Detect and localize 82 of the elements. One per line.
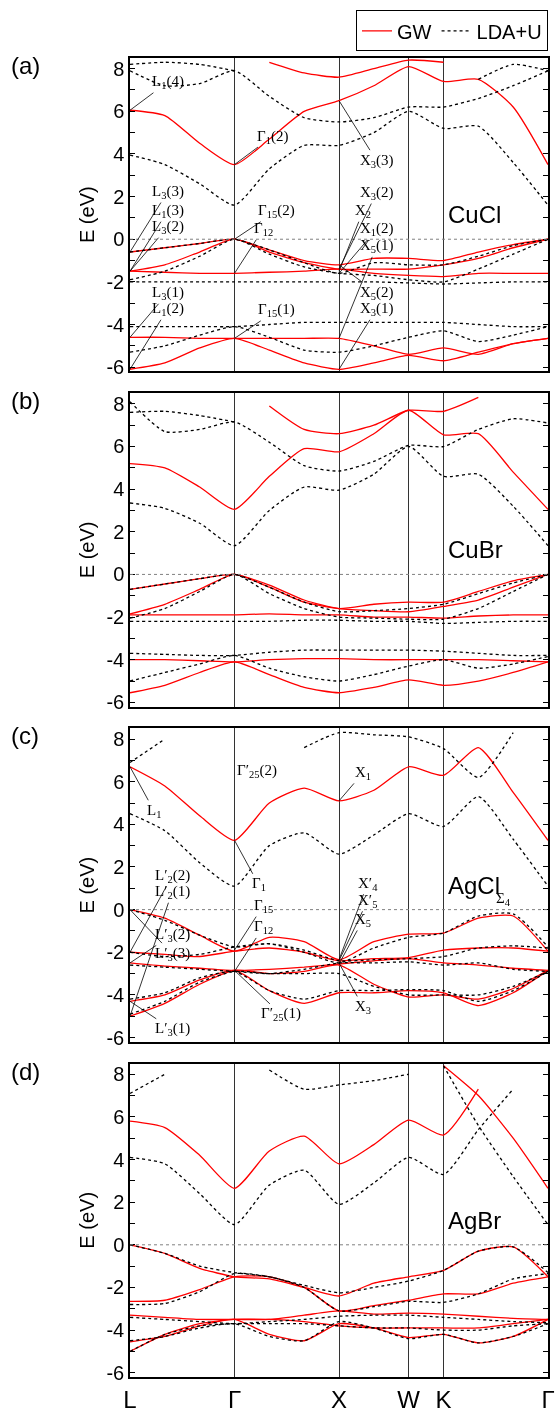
y-tick-label: -6 xyxy=(106,356,125,379)
annotation: Γ′$_{25}$(2) xyxy=(237,762,277,781)
y-tick-label: -2 xyxy=(106,270,125,293)
annotation: CuBr xyxy=(448,536,503,563)
y-tick-label: 8 xyxy=(113,728,125,751)
legend-label: LDA+U xyxy=(476,20,542,43)
y-tick-label: 0 xyxy=(113,898,125,921)
x-tick-label: K xyxy=(435,1385,452,1413)
annotation: Γ$_{15}$(1) xyxy=(258,301,295,320)
y-tick-label: 2 xyxy=(113,1191,125,1214)
annotation: L′$_{2}$(2) xyxy=(155,867,191,886)
y-tick-label: 8 xyxy=(113,392,125,415)
y-tick-label: 6 xyxy=(113,770,125,793)
annotation: L$_{1}$(2) xyxy=(152,300,184,319)
chart-title: (d) xyxy=(11,1058,41,1085)
annotation: Γ$_{15}$(2) xyxy=(258,202,295,221)
chart-title: (c) xyxy=(11,722,39,749)
annotation: Γ$_{1}$ xyxy=(252,875,266,894)
y-axis-title: E (eV) xyxy=(76,856,99,914)
annotation: Γ$_{1}$(2) xyxy=(257,128,289,147)
y-tick-label: 2 xyxy=(113,185,125,208)
annotation: Γ$_{12}$ xyxy=(254,220,274,239)
y-axis-title: E (eV) xyxy=(76,1191,99,1249)
annotation: X$_{3}$(3) xyxy=(360,152,394,171)
y-tick-label: 4 xyxy=(113,142,125,165)
annotation: L′$_{2}$(1) xyxy=(155,883,191,902)
y-tick-label: 8 xyxy=(113,1063,125,1086)
chart-title: (b) xyxy=(11,387,41,414)
y-tick-label: -4 xyxy=(106,313,125,336)
x-tick-label: Γ xyxy=(541,1385,555,1413)
annotation: L$_{3}$(1) xyxy=(152,284,184,303)
y-tick-label: 6 xyxy=(113,435,125,458)
annotation: AgBr xyxy=(448,1207,502,1234)
chart-title: (a) xyxy=(11,52,41,79)
annotation: CuCl xyxy=(448,201,502,228)
annotation: X$_{5}$(2) xyxy=(360,284,394,303)
y-tick-label: 6 xyxy=(113,1105,125,1128)
y-tick-label: 4 xyxy=(113,1148,125,1171)
annotation: Γ$_{15}$ xyxy=(254,897,274,916)
y-tick-label: -4 xyxy=(106,983,125,1006)
annotation: L$_{1}$ xyxy=(147,802,162,821)
annotation: L′$_{3}$(2) xyxy=(155,926,191,945)
annotation: L′$_{3}$(1) xyxy=(155,1020,191,1039)
annotation: X′$_{5}$ xyxy=(358,892,378,911)
y-tick-label: 0 xyxy=(113,563,125,586)
annotation: L$_{1}$(3) xyxy=(152,202,184,221)
annotation: Γ$_{12}$ xyxy=(254,918,274,937)
y-tick-label: -2 xyxy=(106,1276,125,1299)
y-tick-label: 2 xyxy=(113,855,125,878)
y-tick-label: -6 xyxy=(106,691,125,714)
y-axis-title: E (eV) xyxy=(76,521,99,579)
y-tick-label: -6 xyxy=(106,1026,125,1049)
y-tick-label: -6 xyxy=(106,1361,125,1384)
x-tick-label: W xyxy=(397,1385,421,1413)
y-tick-label: 0 xyxy=(113,228,125,251)
y-tick-label: -2 xyxy=(106,606,125,629)
annotation: L$_{3}$(3) xyxy=(152,183,184,202)
x-tick-label: L xyxy=(123,1385,137,1413)
y-tick-label: 8 xyxy=(113,57,125,80)
annotation: X$_{3}$(2) xyxy=(360,184,394,203)
y-tick-label: -4 xyxy=(106,648,125,671)
annotation: X$_{1}$ xyxy=(355,764,372,783)
y-tick-label: 0 xyxy=(113,1233,125,1256)
annotation: X′$_{4}$ xyxy=(358,875,379,894)
y-tick-label: 4 xyxy=(113,478,125,501)
x-tick-label: X xyxy=(330,1385,348,1413)
y-tick-label: 4 xyxy=(113,813,125,836)
annotation: Γ′$_{25}$(1) xyxy=(261,1005,301,1024)
legend-label: GW xyxy=(397,20,432,43)
y-tick-label: 6 xyxy=(113,100,125,123)
y-tick-label: 2 xyxy=(113,520,125,543)
annotation: X$_{5}$ xyxy=(355,911,372,930)
annotation: L$_{3}$(2) xyxy=(152,218,184,237)
y-tick-label: -2 xyxy=(106,941,125,964)
annotation: X$_{5}$(1) xyxy=(360,237,394,256)
annotation: X$_{3}$ xyxy=(355,998,372,1017)
annotation: X$_{2}$ xyxy=(355,202,372,221)
annotation: X$_{1}$(2) xyxy=(360,220,394,239)
y-tick-label: -4 xyxy=(106,1319,125,1342)
annotation: X$_{3}$(1) xyxy=(360,300,394,319)
x-tick-label: Γ xyxy=(227,1385,242,1413)
y-axis-title: E (eV) xyxy=(76,186,99,244)
